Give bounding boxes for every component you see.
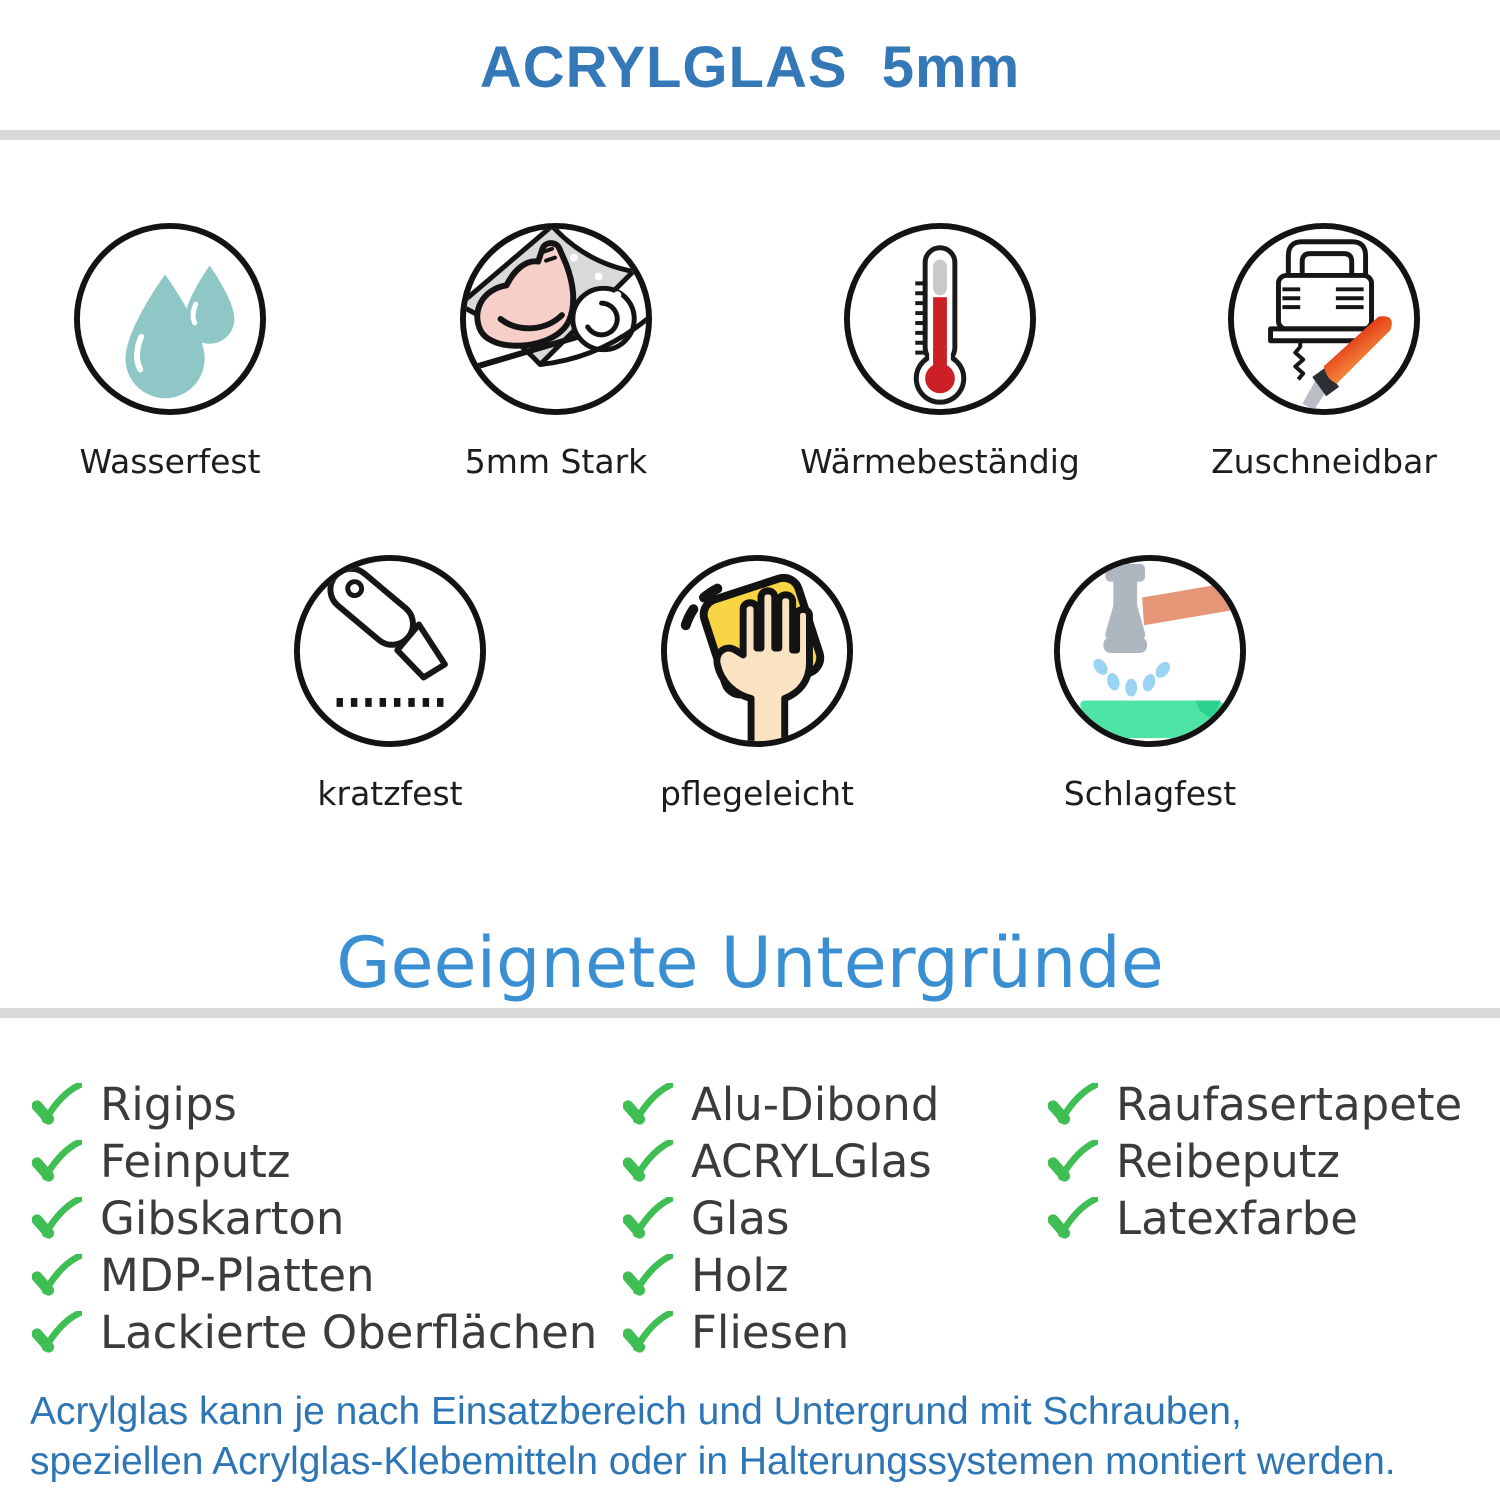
hammer-icon — [1053, 554, 1247, 748]
substrate-label: Glas — [691, 1192, 790, 1245]
substrate-label: Latexfarbe — [1116, 1192, 1358, 1245]
substrate-item: MDP-Platten — [32, 1247, 597, 1304]
check-icon — [623, 1082, 673, 1125]
page-title: ACRYLGLAS 5mm — [479, 35, 1021, 100]
feature-label: 5mm Stark — [464, 442, 648, 481]
thermometer-icon — [843, 222, 1037, 416]
section-title-untergruende: Geeignete Untergründe — [336, 922, 1164, 1004]
substrate-label: Fliesen — [691, 1306, 850, 1359]
feature-label: kratzfest — [317, 774, 463, 813]
substrate-label: MDP-Platten — [100, 1249, 375, 1302]
substrate-item: Alu-Dibond — [623, 1076, 939, 1133]
mounting-note: Acrylglas kann je nach Einsatzbereich un… — [30, 1387, 1396, 1487]
check-icon — [32, 1196, 82, 1239]
substrate-item: Raufasertapete — [1048, 1076, 1462, 1133]
check-icon — [32, 1139, 82, 1182]
feature-schlagfest: Schlagfest — [970, 552, 1330, 813]
feature-pflegeleicht: pflegeleicht — [577, 552, 937, 813]
feature-5mm-stark: 5mm Stark — [376, 220, 736, 481]
check-icon — [32, 1253, 82, 1296]
feature-kratzfest: kratzfest — [210, 552, 570, 813]
check-icon — [623, 1139, 673, 1182]
wiping-hand-icon — [660, 554, 854, 748]
substrate-item: Reibeputz — [1048, 1133, 1462, 1190]
strong-arm-icon — [459, 222, 653, 416]
substrate-label: Rigips — [100, 1078, 237, 1131]
check-icon — [32, 1310, 82, 1353]
substrate-item: Rigips — [32, 1076, 597, 1133]
substrate-item: Holz — [623, 1247, 939, 1304]
substrate-label: ACRYLGlas — [691, 1135, 932, 1188]
check-icon — [623, 1310, 673, 1353]
substrate-column-3: Raufasertapete Reibeputz Latexfarbe — [1048, 1076, 1462, 1247]
mounting-note-line2: speziellen Acrylglas-Klebemitteln oder i… — [30, 1440, 1396, 1483]
substrate-label: Raufasertapete — [1116, 1078, 1463, 1131]
substrate-item: ACRYLGlas — [623, 1133, 939, 1190]
mounting-note-line1: Acrylglas kann je nach Einsatzbereich un… — [30, 1390, 1242, 1433]
substrate-label: Gibskarton — [100, 1192, 345, 1245]
substrate-label: Alu-Dibond — [691, 1078, 940, 1131]
substrate-item: Lackierte Oberflächen — [32, 1304, 597, 1361]
substrate-item: Feinputz — [32, 1133, 597, 1190]
feature-label: Zuschneidbar — [1211, 442, 1437, 481]
check-icon — [1048, 1082, 1098, 1125]
substrate-label: Reibeputz — [1116, 1135, 1341, 1188]
substrate-column-1: Rigips Feinputz Gibskarton MDP-Platten L… — [32, 1076, 597, 1361]
check-icon — [1048, 1139, 1098, 1182]
check-icon — [623, 1253, 673, 1296]
check-icon — [1048, 1196, 1098, 1239]
substrate-item: Glas — [623, 1190, 939, 1247]
feature-label: Wasserfest — [79, 442, 261, 481]
check-icon — [623, 1196, 673, 1239]
feature-label: pflegeleicht — [660, 774, 854, 813]
substrate-label: Holz — [691, 1249, 789, 1302]
jigsaw-icon — [1227, 222, 1421, 416]
substrate-item: Latexfarbe — [1048, 1190, 1462, 1247]
utility-knife-icon — [293, 554, 487, 748]
substrate-label: Lackierte Oberflächen — [100, 1306, 598, 1359]
water-drops-icon — [73, 222, 267, 416]
divider-bar-top — [0, 130, 1500, 140]
substrate-column-2: Alu-Dibond ACRYLGlas Glas Holz Fliesen — [623, 1076, 939, 1361]
substrate-label: Feinputz — [100, 1135, 291, 1188]
feature-label: Schlagfest — [1063, 774, 1237, 813]
divider-bar-middle — [0, 1008, 1500, 1018]
check-icon — [32, 1082, 82, 1125]
feature-zuschneidbar: Zuschneidbar — [1144, 220, 1500, 481]
feature-label: Wärmebeständig — [800, 442, 1080, 481]
substrate-item: Fliesen — [623, 1304, 939, 1361]
substrate-item: Gibskarton — [32, 1190, 597, 1247]
feature-waermebestaendig: Wärmebeständig — [760, 220, 1120, 481]
feature-wasserfest: Wasserfest — [0, 220, 350, 481]
